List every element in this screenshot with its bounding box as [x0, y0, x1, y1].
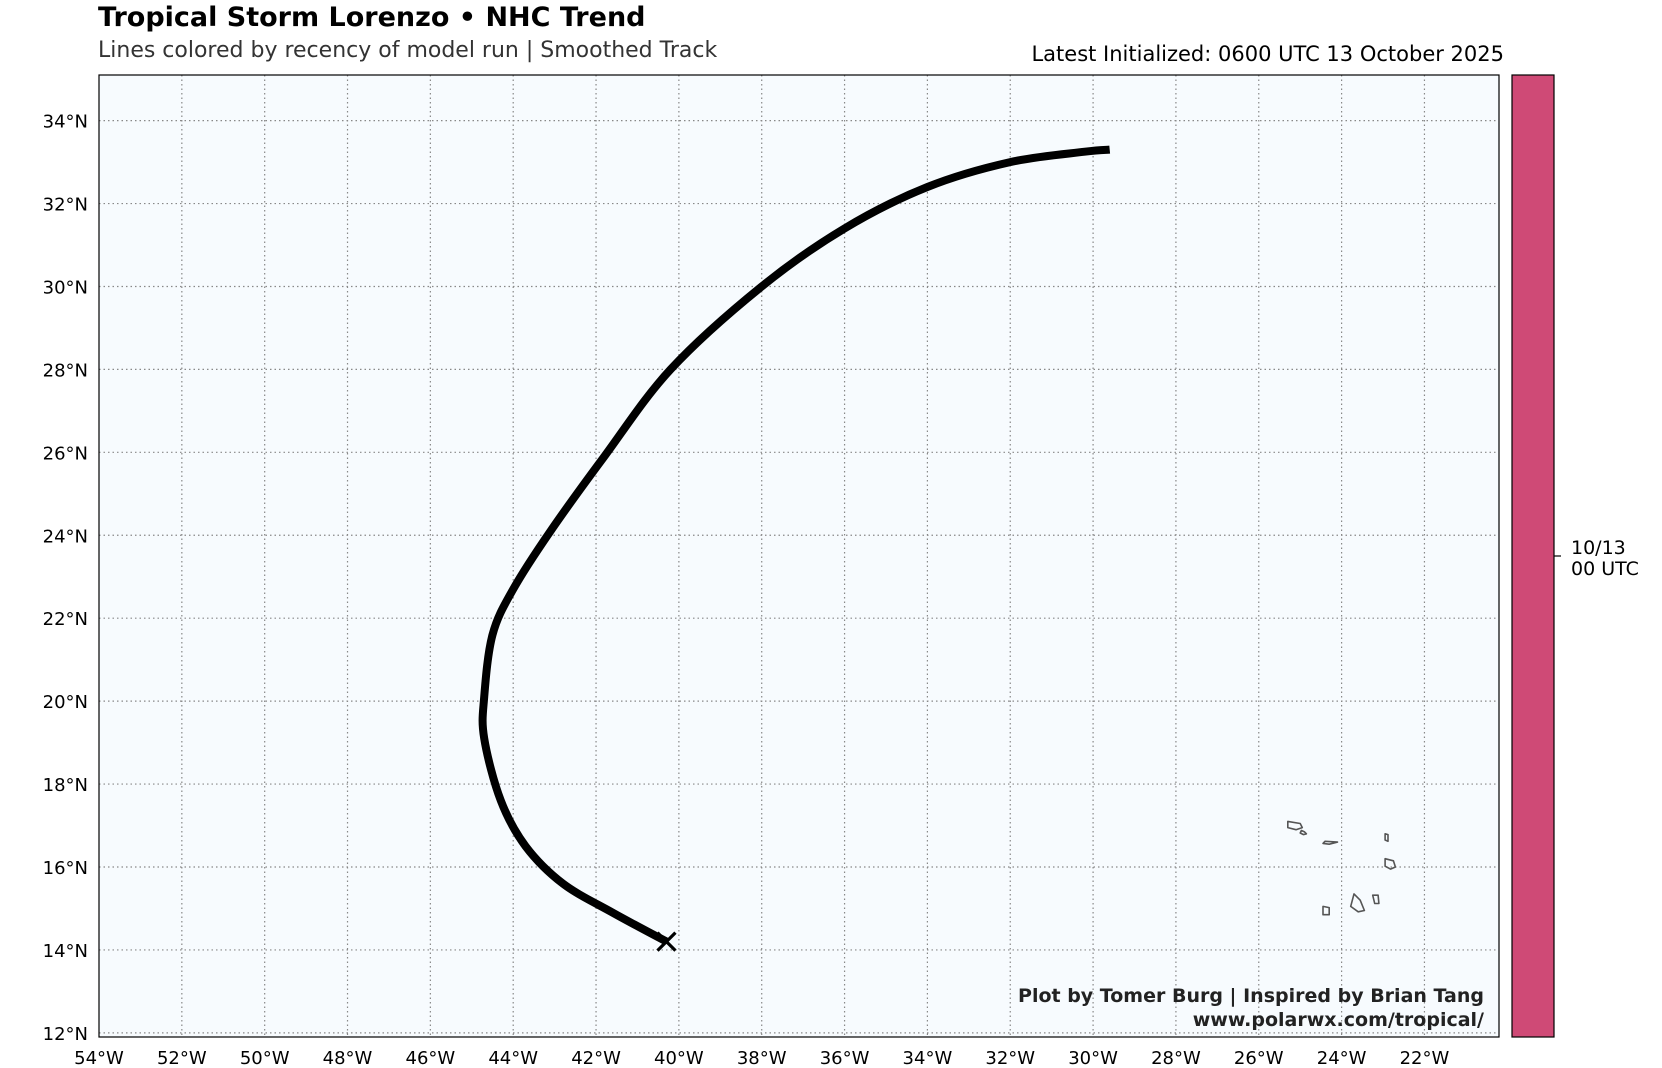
island-outline	[1322, 840, 1339, 846]
colorbar-label-time: 00 UTC	[1571, 558, 1639, 580]
map-title: Tropical Storm Lorenzo • NHC Trend	[98, 2, 646, 33]
lon-tick-label: 50°W	[240, 1048, 290, 1068]
lon-tick-label: 22°W	[1400, 1048, 1450, 1068]
credit-author: Plot by Tomer Burg | Inspired by Brian T…	[1018, 985, 1484, 1007]
island-outline	[1287, 820, 1304, 831]
lat-tick-label: 24°N	[43, 526, 88, 547]
island-outline	[1371, 894, 1380, 905]
cape-verde-islands	[1287, 820, 1397, 916]
storm-position-marker	[656, 931, 677, 952]
lon-tick-label: 48°W	[323, 1048, 373, 1068]
island-outline	[1299, 829, 1308, 836]
colorbar	[1511, 74, 1555, 1038]
lat-tick-label: 28°N	[43, 360, 88, 381]
lat-tick-label: 20°N	[43, 692, 88, 713]
lat-tick-label: 12°N	[43, 1024, 88, 1045]
map-frame	[98, 74, 1500, 1038]
lat-tick-label: 18°N	[43, 775, 88, 796]
latest-initialized-label: Latest Initialized: 0600 UTC 13 October …	[1031, 42, 1504, 66]
lon-tick-label: 36°W	[820, 1048, 870, 1068]
gridlines	[99, 75, 1499, 1037]
lon-tick-label: 34°W	[903, 1048, 953, 1068]
latitude-tick-labels: 12°N 14°N 16°N 18°N 20°N 22°N 24°N 26°N 28°N 30°N…	[43, 112, 88, 1045]
lat-tick-label: 30°N	[43, 277, 88, 298]
forecast-track-line	[478, 145, 1111, 946]
lon-tick-label: 38°W	[737, 1048, 787, 1068]
lon-tick-label: 42°W	[571, 1048, 621, 1068]
lon-tick-label: 40°W	[654, 1048, 704, 1068]
lat-tick-label: 32°N	[43, 195, 88, 216]
lon-tick-label: 44°W	[488, 1048, 538, 1068]
map-subtitle: Lines colored by recency of model run | …	[98, 38, 718, 63]
credit-website: www.polarwx.com/tropical/	[1193, 1009, 1484, 1031]
lon-tick-label: 46°W	[406, 1048, 456, 1068]
forecast-tracks	[478, 145, 1111, 946]
lon-tick-label: 26°W	[1234, 1048, 1284, 1068]
lon-tick-label: 54°W	[74, 1048, 124, 1068]
lat-tick-label: 16°N	[43, 858, 88, 879]
marker-stroke	[656, 931, 677, 952]
longitude-tick-labels: 54°W 52°W 50°W 48°W 46°W 44°W 42°W 40°W 38°W 36°W…	[74, 1048, 1449, 1068]
island-outline	[1322, 905, 1330, 916]
island-outline	[1384, 832, 1389, 843]
lat-tick-label: 26°N	[43, 443, 88, 464]
lon-tick-label: 52°W	[157, 1048, 207, 1068]
lon-tick-label: 32°W	[985, 1048, 1035, 1068]
lon-tick-label: 30°W	[1068, 1048, 1118, 1068]
map-background	[99, 75, 1499, 1037]
island-outline	[1349, 893, 1366, 913]
colorbar-label-date: 10/13	[1571, 537, 1626, 559]
island-outline	[1384, 857, 1397, 870]
lat-tick-label: 34°N	[43, 112, 88, 133]
lon-tick-label: 28°W	[1151, 1048, 1201, 1068]
lat-tick-label: 22°N	[43, 609, 88, 630]
lon-tick-label: 24°W	[1317, 1048, 1367, 1068]
colorbar-label: 10/13 00 UTC	[1571, 538, 1639, 580]
lat-tick-label: 14°N	[43, 941, 88, 962]
